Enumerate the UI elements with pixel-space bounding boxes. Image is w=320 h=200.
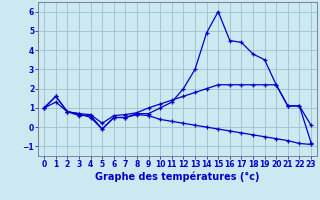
- X-axis label: Graphe des températures (°c): Graphe des températures (°c): [95, 172, 260, 182]
